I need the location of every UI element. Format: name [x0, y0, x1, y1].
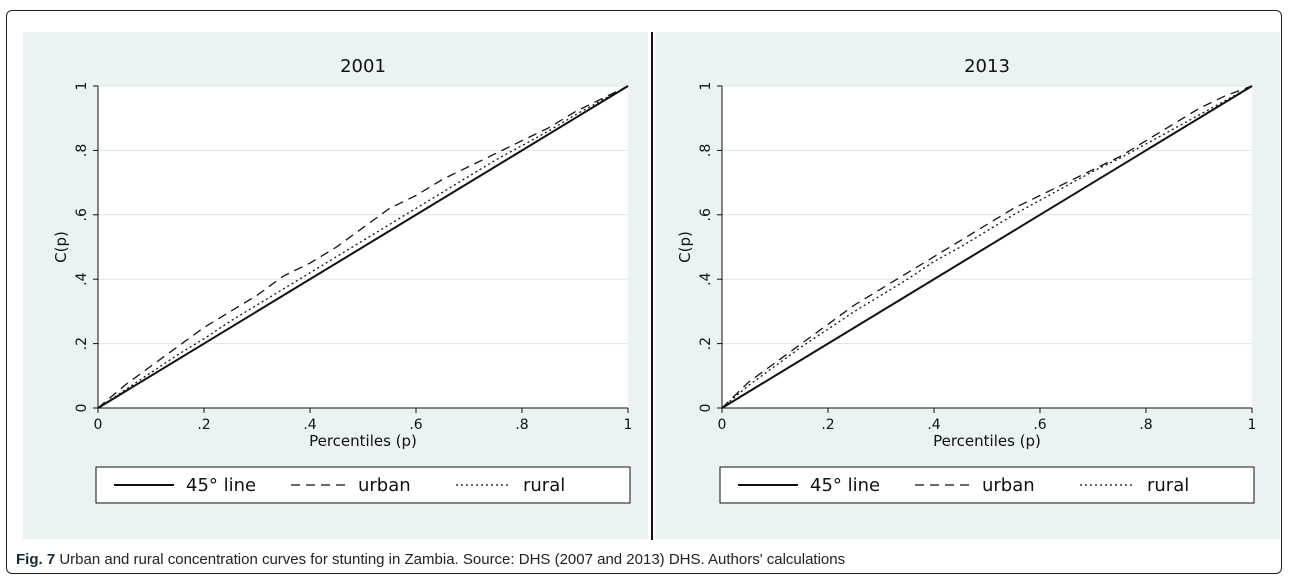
series-line-dotted: [721, 85, 1253, 409]
y-tick-label: .6: [74, 208, 90, 221]
y-tick-label: .8: [698, 144, 714, 157]
y-axis-title: C(p): [52, 231, 70, 263]
y-tick-label: .4: [74, 272, 90, 285]
legend-box: [719, 466, 1255, 504]
figure-caption: Fig. 7 Urban and rural concentration cur…: [16, 551, 845, 568]
x-axis-title: Percentiles (p): [933, 432, 1041, 450]
legend-label: rural: [523, 475, 565, 496]
legend-label: urban: [358, 475, 411, 496]
legend-label: 45° line: [810, 475, 880, 496]
x-tick-label: .8: [1139, 417, 1152, 433]
x-tick-label: .6: [1033, 417, 1046, 433]
y-tick-label: .2: [698, 337, 714, 350]
series-line-solid: [97, 85, 629, 409]
x-tick-label: 0: [718, 417, 727, 433]
figure-caption-label: Fig. 7: [16, 551, 56, 568]
x-tick-label: 0: [94, 417, 103, 433]
x-tick-label: 1: [1248, 417, 1257, 433]
y-tick-label: 1: [74, 82, 90, 91]
x-tick-label: 1: [624, 417, 633, 433]
panel-title: 2013: [964, 56, 1010, 77]
figure-caption-text: Urban and rural concentration curves for…: [55, 551, 846, 568]
series-line-solid: [721, 85, 1253, 409]
y-tick-label: .2: [74, 337, 90, 350]
figure-frame: [6, 10, 1282, 574]
x-tick-label: .8: [515, 417, 528, 433]
y-tick-label: .8: [74, 144, 90, 157]
x-tick-label: .4: [927, 417, 940, 433]
legend-label: rural: [1147, 475, 1189, 496]
x-axis-title: Percentiles (p): [309, 432, 417, 450]
series-line-dashed: [97, 85, 629, 409]
y-tick-label: 1: [698, 82, 714, 91]
y-tick-label: 0: [698, 404, 714, 413]
legend-label: urban: [982, 475, 1035, 496]
panel-title: 2001: [340, 56, 386, 77]
series-line-dotted: [97, 85, 629, 409]
y-tick-label: 0: [74, 404, 90, 413]
y-tick-label: .6: [698, 208, 714, 221]
y-tick-label: .4: [698, 272, 714, 285]
y-axis-title: C(p): [676, 231, 694, 263]
x-tick-label: .4: [303, 417, 316, 433]
x-tick-label: .6: [409, 417, 422, 433]
x-tick-label: .2: [821, 417, 834, 433]
series-line-dashed: [721, 85, 1253, 409]
x-tick-label: .2: [197, 417, 210, 433]
legend-label: 45° line: [186, 475, 256, 496]
legend-box: [95, 466, 631, 504]
